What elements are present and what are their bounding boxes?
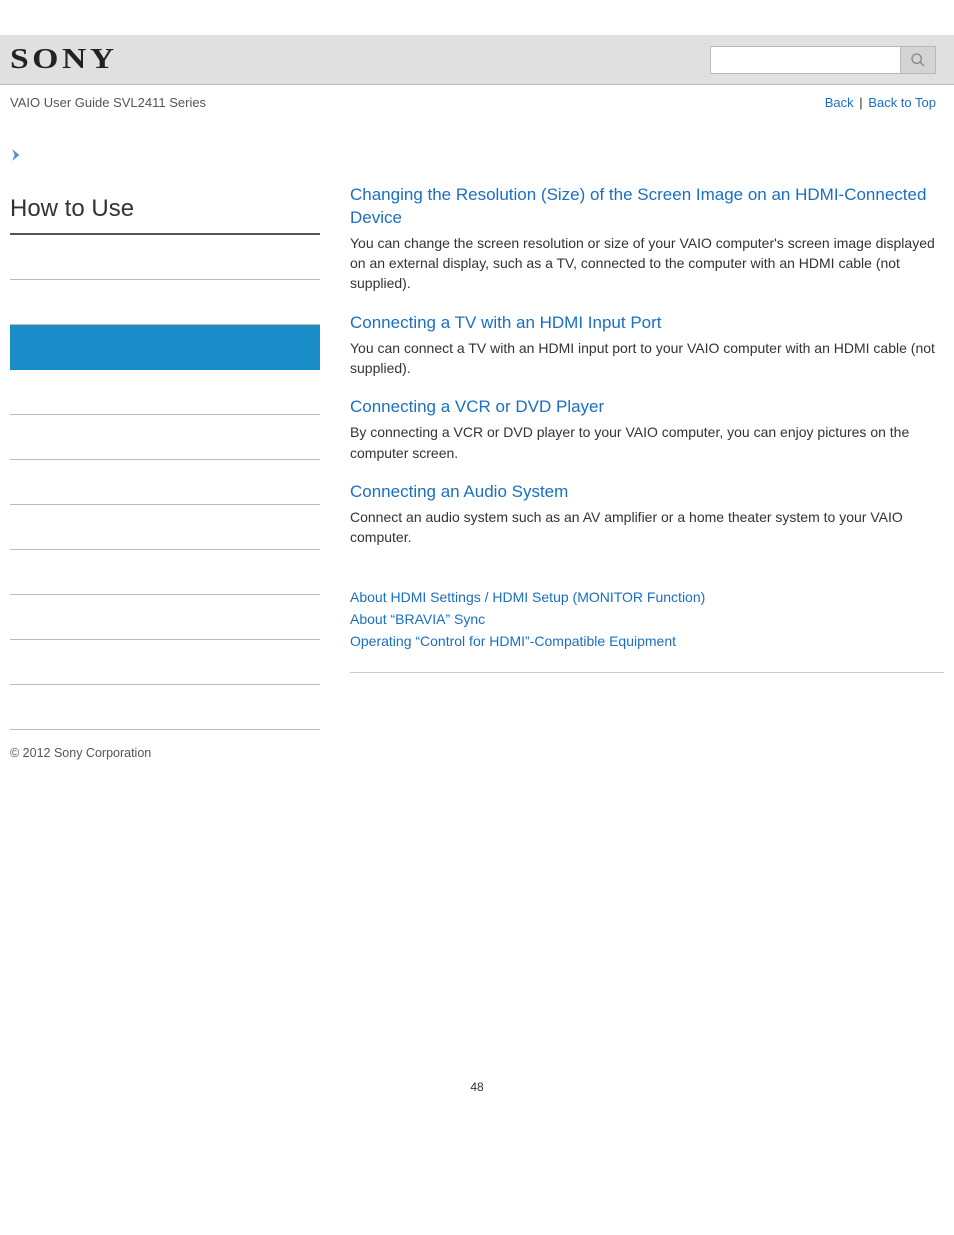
- topic: Connecting a VCR or DVD Player By connect…: [350, 396, 944, 463]
- content-row: How to Use Changing the Resolution (Size…: [0, 148, 954, 730]
- back-link[interactable]: Back: [825, 95, 854, 110]
- search-input[interactable]: [710, 46, 900, 74]
- sidebar-item[interactable]: [10, 550, 320, 595]
- topic-title-link[interactable]: Changing the Resolution (Size) of the Sc…: [350, 184, 944, 230]
- search-form: [710, 46, 936, 74]
- topic-title-link[interactable]: Connecting a VCR or DVD Player: [350, 396, 944, 419]
- page-number: 48: [0, 1080, 954, 1114]
- topic: Connecting a TV with an HDMI Input Port Y…: [350, 312, 944, 379]
- sidebar-item[interactable]: [10, 325, 320, 370]
- footer: © 2012 Sony Corporation: [0, 730, 954, 760]
- back-to-top-link[interactable]: Back to Top: [868, 95, 936, 110]
- copyright-text: © 2012 Sony Corporation: [10, 746, 151, 760]
- search-button[interactable]: [900, 46, 936, 74]
- topic: Connecting an Audio System Connect an aud…: [350, 481, 944, 548]
- content-divider: [350, 672, 944, 673]
- sidebar-item[interactable]: [10, 595, 320, 640]
- magnifier-icon: [910, 52, 926, 68]
- sony-logo: SONY: [10, 44, 118, 76]
- sidebar-item[interactable]: [10, 640, 320, 685]
- topic-description: You can connect a TV with an HDMI input …: [350, 338, 944, 379]
- sidebar-item[interactable]: [10, 685, 320, 730]
- related-link[interactable]: Operating “Control for HDMI”-Compatible …: [350, 631, 944, 653]
- sidebar-item[interactable]: [10, 460, 320, 505]
- nav-links: Back | Back to Top: [825, 95, 936, 110]
- sidebar-item[interactable]: [10, 415, 320, 460]
- breadcrumb-arrow-icon[interactable]: [10, 148, 320, 165]
- guide-title: VAIO User Guide SVL2411 Series: [10, 95, 206, 110]
- topic: Changing the Resolution (Size) of the Sc…: [350, 184, 944, 294]
- sidebar-title: How to Use: [10, 195, 320, 235]
- sub-header: VAIO User Guide SVL2411 Series Back | Ba…: [0, 85, 954, 118]
- main-content: Changing the Resolution (Size) of the Sc…: [320, 148, 944, 730]
- topic-description: By connecting a VCR or DVD player to you…: [350, 422, 944, 463]
- topic-description: You can change the screen resolution or …: [350, 233, 944, 294]
- topic-title-link[interactable]: Connecting a TV with an HDMI Input Port: [350, 312, 944, 335]
- topic-title-link[interactable]: Connecting an Audio System: [350, 481, 944, 504]
- related-link[interactable]: About HDMI Settings / HDMI Setup (MONITO…: [350, 587, 944, 609]
- link-separator: |: [859, 95, 862, 110]
- sidebar-list: [10, 235, 320, 730]
- related-link[interactable]: About “BRAVIA” Sync: [350, 609, 944, 631]
- sidebar-item[interactable]: [10, 280, 320, 325]
- related-links-block: About HDMI Settings / HDMI Setup (MONITO…: [350, 587, 944, 652]
- sidebar-item[interactable]: [10, 370, 320, 415]
- topic-description: Connect an audio system such as an AV am…: [350, 507, 944, 548]
- sidebar-item[interactable]: [10, 235, 320, 280]
- sidebar-item[interactable]: [10, 505, 320, 550]
- sidebar: How to Use: [10, 148, 320, 730]
- header-bar: SONY: [0, 35, 954, 85]
